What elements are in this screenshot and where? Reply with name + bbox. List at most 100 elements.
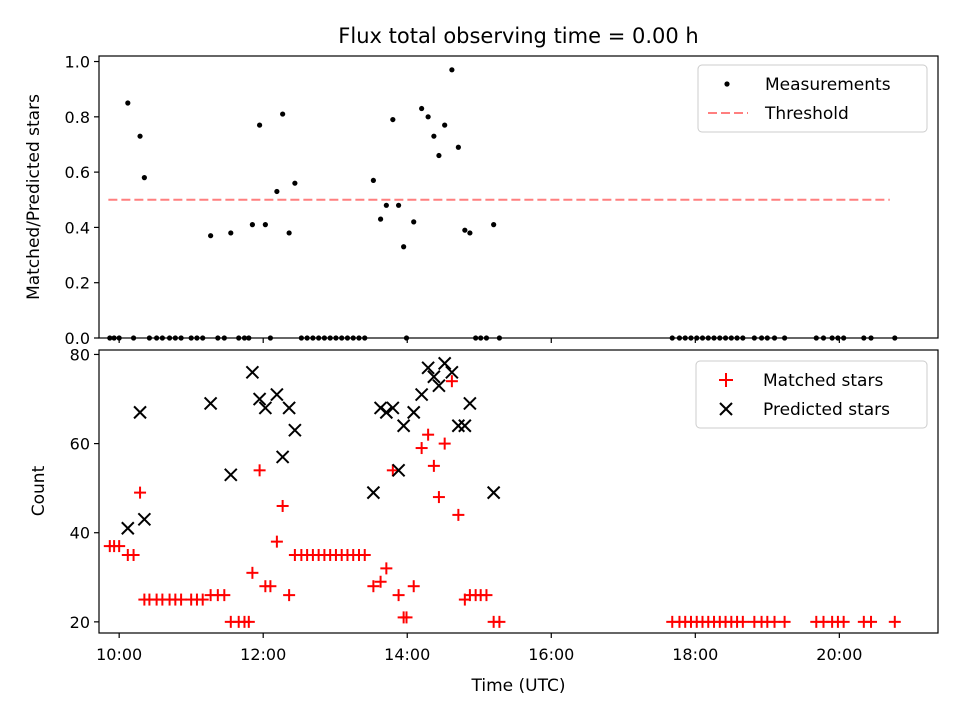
matched-legend-marker	[719, 373, 733, 387]
measurement-point	[137, 133, 143, 139]
measurement-point	[256, 122, 263, 128]
measurement-point	[377, 216, 384, 222]
measurement-point	[228, 230, 234, 236]
measurement-point	[292, 180, 298, 186]
predicted-star-point	[451, 419, 466, 433]
measurement-point	[455, 144, 461, 150]
matched-star-point	[452, 508, 465, 521]
x-tick-label: 12:00	[240, 645, 286, 664]
predicted-star-point	[366, 485, 381, 500]
predicted-star-point	[137, 512, 152, 527]
matched-star-point	[358, 549, 371, 562]
predicted-legend-marker	[719, 402, 733, 416]
top-axes-frame	[98, 55, 939, 339]
measurements-legend-marker	[724, 81, 730, 87]
top-legend-box	[697, 64, 928, 133]
matched-star-point	[127, 549, 140, 562]
x-tick-label: 16:00	[528, 645, 574, 664]
top-y-tick-label: 0.6	[65, 163, 90, 182]
top-x-ticks	[118, 338, 840, 343]
predicted-star-point	[245, 365, 260, 379]
matched-star-point	[422, 428, 435, 441]
matched-star-point	[837, 615, 850, 628]
matched-star-point	[407, 580, 420, 593]
matched-star-point	[432, 491, 445, 504]
bottom-y-axis-label: Count	[29, 465, 49, 516]
matched-star-point	[392, 589, 405, 602]
measurement-point	[262, 222, 268, 228]
top-y-axis-label: Matched/Predicted stars	[24, 94, 44, 300]
matched-star-point	[736, 615, 749, 628]
x-axis-label: Time (UTC)	[471, 676, 566, 696]
matched-star-point	[400, 611, 413, 624]
measurement-point	[411, 219, 417, 225]
measurement-point	[390, 116, 396, 123]
matched-star-point	[113, 540, 126, 553]
predicted-star-point	[288, 423, 302, 437]
bottom-y-tick-label: 60	[70, 435, 90, 454]
matched-star-point	[415, 442, 428, 455]
predicted-star-point	[421, 361, 435, 375]
x-tick-label: 18:00	[672, 645, 718, 664]
predicted-star-point	[258, 401, 273, 415]
legend-predicted-label: Predicted stars	[763, 400, 890, 420]
predicted-star-point	[224, 468, 238, 482]
matched-star-point	[134, 486, 147, 499]
measurement-point	[370, 177, 376, 184]
measurement-point	[436, 152, 442, 159]
predicted-star-point	[463, 396, 477, 411]
measurement-point	[462, 227, 468, 233]
predicted-star-point	[270, 387, 284, 402]
predicted-star-point	[414, 387, 429, 402]
top-y-ticks: 0.0 0.2 0.4 0.6 0.8 1.0	[65, 53, 99, 348]
measurement-point	[467, 230, 473, 236]
bottom-legend: Matched stars Predicted stars	[695, 360, 928, 429]
matched-star-point	[480, 589, 493, 602]
predicted-star-point	[121, 521, 135, 535]
predicted-star-point	[275, 450, 290, 464]
top-y-tick-label: 0.4	[65, 218, 90, 237]
measurement-point	[280, 111, 286, 117]
predicted-star-point	[437, 356, 452, 371]
predicted-star-point	[396, 419, 411, 433]
measurement-point	[141, 175, 147, 181]
measurement-point	[395, 202, 402, 208]
predicted-star-point	[458, 419, 472, 433]
bottom-y-ticks: 20 40 60 80	[70, 345, 99, 632]
predicted-star-point	[407, 405, 421, 420]
matched-star-point	[768, 615, 781, 628]
legend-matched-label: Matched stars	[763, 371, 883, 391]
bottom-y-tick-label: 20	[70, 613, 90, 632]
matched-star-point	[438, 437, 451, 450]
measurement-point	[491, 222, 497, 228]
top-y-tick-label: 1.0	[65, 53, 90, 72]
matched-star-point	[888, 615, 901, 628]
matched-star-point	[493, 615, 506, 628]
top-panel: 0.0 0.2 0.4 0.6 0.8 1.0 Matched/Predicted sta…	[24, 53, 939, 348]
measurement-point	[208, 233, 214, 239]
predicted-star-point	[133, 405, 147, 420]
matched-star-point	[276, 499, 289, 512]
chart-title: Flux total observing time = 0.00 h	[338, 24, 698, 48]
matched-star-point	[380, 562, 393, 575]
matched-star-point	[367, 580, 380, 593]
predicted-star-point	[252, 392, 267, 406]
measurement-point	[431, 133, 437, 139]
predicted-star-point	[391, 463, 406, 478]
bottom-legend-box	[695, 360, 928, 429]
top-y-tick-label: 0.8	[65, 108, 90, 127]
top-y-tick-label: 0.2	[65, 274, 90, 293]
top-y-tick-label: 0.0	[65, 329, 90, 348]
predicted-star-point	[445, 365, 459, 379]
bottom-y-tick-label: 80	[70, 345, 90, 364]
matched-star-point	[253, 464, 266, 477]
predicted-star-point	[379, 405, 394, 420]
matched-star-point	[374, 575, 387, 588]
measurement-point	[383, 202, 389, 208]
legend-threshold-label: Threshold	[764, 104, 849, 124]
matched-star-point	[778, 615, 791, 628]
matched-star-point	[283, 589, 296, 602]
predicted-star-point	[203, 396, 218, 411]
matched-star-point	[196, 593, 209, 606]
